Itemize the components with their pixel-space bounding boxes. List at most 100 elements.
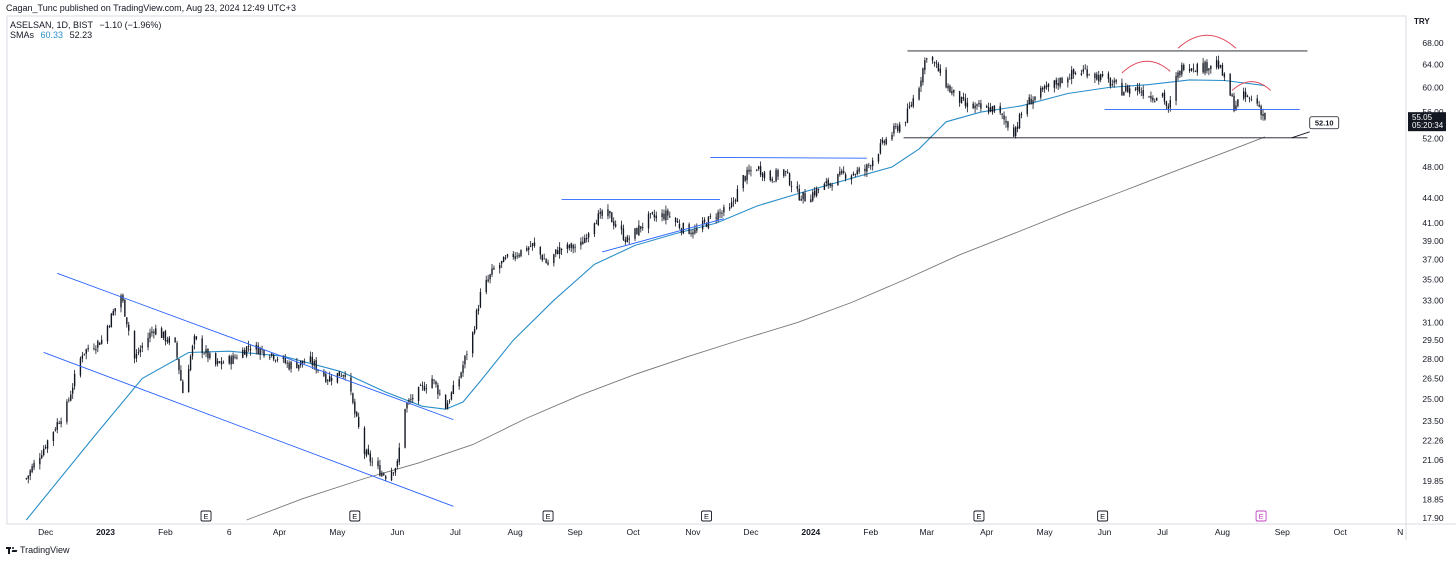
candle-body [837, 174, 839, 186]
time-tick-label: 6 [227, 527, 232, 537]
candle-body [1026, 104, 1028, 115]
candle-body [29, 470, 31, 476]
candle-body [866, 164, 868, 172]
candle-body [60, 421, 62, 424]
candle-body [433, 379, 435, 381]
candle-body [222, 362, 225, 364]
candle-body [68, 399, 70, 401]
candle-body [458, 379, 460, 387]
candle-body [730, 202, 733, 207]
candle-body [1080, 73, 1083, 75]
candle-body [180, 370, 182, 381]
candle-body [431, 378, 433, 389]
candle-body [908, 106, 911, 108]
candle-body [746, 169, 748, 181]
candle-body [951, 90, 953, 94]
resistance-arc [1177, 34, 1237, 49]
candle-body [906, 108, 909, 123]
candle-body [311, 356, 314, 366]
candle-body [502, 256, 505, 263]
candle-body [831, 184, 833, 187]
earnings-label: E [352, 512, 357, 521]
candle-body [1127, 85, 1129, 93]
candle-body [761, 173, 764, 177]
candle-body [466, 354, 468, 355]
candle-body [520, 249, 522, 257]
candle-body [489, 274, 491, 280]
candle-body [879, 143, 882, 154]
candle-body [176, 342, 178, 358]
candle-body [696, 228, 698, 231]
candle-body [783, 169, 785, 177]
candle-body [475, 310, 478, 329]
candle-body [1128, 88, 1131, 94]
candle-body [216, 361, 219, 364]
candle-body [759, 166, 762, 175]
trendline [602, 218, 725, 253]
last-price-label: 55.05 [1412, 113, 1433, 122]
candle-body [124, 299, 126, 317]
candle-body [599, 211, 601, 214]
candle-body [734, 200, 737, 202]
candle-body [985, 106, 988, 108]
candle-body [1165, 101, 1168, 107]
candle-body [336, 373, 339, 383]
candle-body [303, 362, 306, 364]
candle-body [960, 96, 963, 104]
candle-body [528, 247, 530, 250]
candle-body [446, 403, 449, 410]
candle-body [425, 388, 428, 390]
candle-body [1014, 127, 1017, 137]
level-label-box [1309, 116, 1340, 130]
candle-body [301, 360, 304, 364]
currency-label[interactable]: TRY [1414, 17, 1430, 26]
level-label-pointer [1291, 131, 1310, 139]
candle-body [964, 98, 967, 106]
candle-body [531, 243, 534, 246]
candle-body [500, 260, 503, 264]
candle-body [1084, 68, 1086, 70]
candle-body [897, 126, 899, 131]
candle-body [703, 219, 706, 222]
candle-body [1161, 93, 1164, 97]
candle-body [1221, 64, 1224, 76]
time-tick-label: Apr [273, 527, 286, 537]
candle-body [106, 326, 109, 342]
earnings-marker [349, 510, 361, 522]
candle-body [947, 85, 949, 89]
candle-body [949, 85, 951, 93]
candle-body [839, 171, 841, 175]
candle-body [682, 223, 685, 234]
candle-body [854, 174, 856, 175]
candle-body [1233, 95, 1235, 112]
candle-body [325, 374, 327, 382]
earnings-label: E [1259, 512, 1264, 521]
earnings-marker [701, 510, 712, 522]
candle-body [261, 349, 263, 350]
candle-body [1045, 85, 1048, 88]
candle-body [748, 169, 750, 172]
candle-body [574, 246, 576, 248]
candle-body [647, 213, 650, 229]
candle-body [151, 331, 153, 333]
candle-body [1082, 69, 1085, 72]
publisher-caption: Cagan_Tunc published on TradingView.com,… [6, 3, 296, 13]
sma-fast-line [25, 79, 1265, 521]
candle-body [317, 369, 319, 371]
candle-body [1223, 73, 1226, 78]
time-tick-label: Apr [980, 527, 993, 537]
candle-body [1167, 106, 1170, 109]
time-tick-label: Oct [626, 527, 640, 537]
candle-body [462, 365, 464, 373]
candle-body [723, 207, 725, 213]
tradingview-brand: TradingView [20, 545, 70, 555]
candle-body [178, 359, 180, 371]
time-tick-label: Mar [919, 527, 934, 537]
candle-body [296, 362, 298, 369]
candle-body [993, 105, 996, 112]
candle-body [228, 356, 230, 364]
candle-body [868, 164, 870, 166]
candle-body [757, 166, 760, 170]
candle-body [272, 354, 275, 360]
